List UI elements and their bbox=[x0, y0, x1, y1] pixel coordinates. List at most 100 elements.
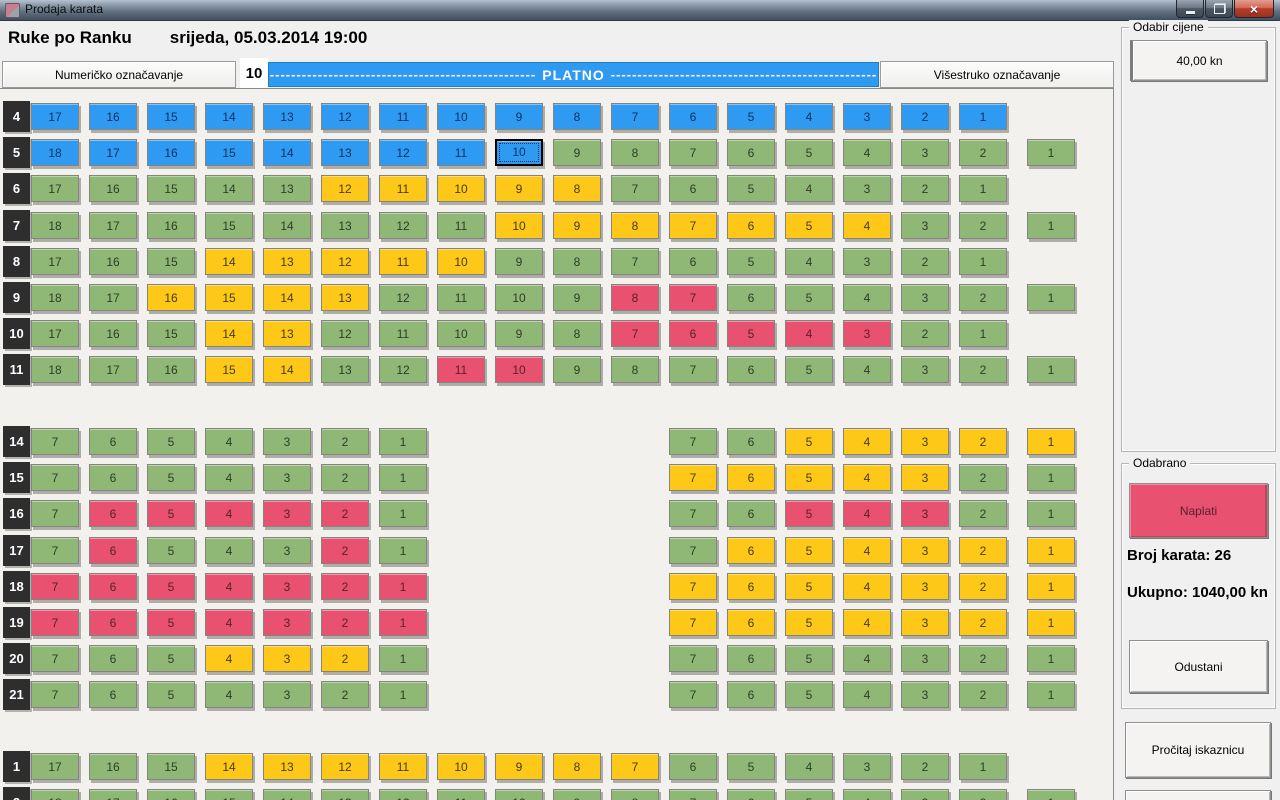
seat-9-10[interactable]: 10 bbox=[495, 284, 543, 311]
seat-1-10[interactable]: 10 bbox=[437, 753, 485, 780]
seat-17-4[interactable]: 4 bbox=[205, 537, 253, 564]
seat-9-14[interactable]: 14 bbox=[263, 284, 311, 311]
seat-14-6[interactable]: 6 bbox=[727, 428, 775, 455]
seat-8-16[interactable]: 16 bbox=[89, 248, 137, 275]
seat-15-4[interactable]: 4 bbox=[205, 464, 253, 491]
seat-7-5[interactable]: 5 bbox=[785, 212, 833, 239]
seat-11-13[interactable]: 13 bbox=[321, 356, 369, 383]
seat-10-11[interactable]: 11 bbox=[379, 320, 427, 347]
seat-7-6[interactable]: 6 bbox=[727, 212, 775, 239]
seat-11-3[interactable]: 3 bbox=[901, 356, 949, 383]
seat-15-3[interactable]: 3 bbox=[263, 464, 311, 491]
seat-6-9[interactable]: 9 bbox=[495, 175, 543, 202]
seat-2-8[interactable]: 8 bbox=[611, 789, 659, 800]
seat-8-8[interactable]: 8 bbox=[553, 248, 601, 275]
seat-9-5[interactable]: 5 bbox=[785, 284, 833, 311]
bottom-partial-button[interactable] bbox=[1125, 790, 1271, 800]
seat-4-17[interactable]: 17 bbox=[31, 103, 79, 130]
seat-8-2[interactable]: 2 bbox=[901, 248, 949, 275]
seat-16-7[interactable]: 7 bbox=[31, 500, 79, 527]
seat-18-1[interactable]: 1 bbox=[1027, 573, 1075, 600]
seat-8-4[interactable]: 4 bbox=[785, 248, 833, 275]
seat-11-1[interactable]: 1 bbox=[1027, 356, 1075, 383]
seat-18-2[interactable]: 2 bbox=[321, 573, 369, 600]
seat-11-14[interactable]: 14 bbox=[263, 356, 311, 383]
seat-1-9[interactable]: 9 bbox=[495, 753, 543, 780]
seat-9-1[interactable]: 1 bbox=[1027, 284, 1075, 311]
seat-18-2[interactable]: 2 bbox=[959, 573, 1007, 600]
seat-6-6[interactable]: 6 bbox=[669, 175, 717, 202]
seat-21-2[interactable]: 2 bbox=[959, 681, 1007, 708]
seat-4-13[interactable]: 13 bbox=[263, 103, 311, 130]
seat-19-7[interactable]: 7 bbox=[669, 609, 717, 636]
seat-10-9[interactable]: 9 bbox=[495, 320, 543, 347]
seat-17-5[interactable]: 5 bbox=[785, 537, 833, 564]
seat-9-7[interactable]: 7 bbox=[669, 284, 717, 311]
seat-17-5[interactable]: 5 bbox=[147, 537, 195, 564]
seat-16-2[interactable]: 2 bbox=[321, 500, 369, 527]
seat-21-5[interactable]: 5 bbox=[785, 681, 833, 708]
seat-20-1[interactable]: 1 bbox=[1027, 645, 1075, 672]
seat-9-17[interactable]: 17 bbox=[89, 284, 137, 311]
seat-15-2[interactable]: 2 bbox=[959, 464, 1007, 491]
seat-1-7[interactable]: 7 bbox=[611, 753, 659, 780]
seat-20-5[interactable]: 5 bbox=[147, 645, 195, 672]
seat-4-8[interactable]: 8 bbox=[553, 103, 601, 130]
seat-5-7[interactable]: 7 bbox=[669, 139, 717, 166]
seat-17-7[interactable]: 7 bbox=[31, 537, 79, 564]
seat-5-18[interactable]: 18 bbox=[31, 139, 79, 166]
seat-9-13[interactable]: 13 bbox=[321, 284, 369, 311]
seat-7-7[interactable]: 7 bbox=[669, 212, 717, 239]
seat-8-6[interactable]: 6 bbox=[669, 248, 717, 275]
seat-11-4[interactable]: 4 bbox=[843, 356, 891, 383]
seat-10-13[interactable]: 13 bbox=[263, 320, 311, 347]
seat-20-7[interactable]: 7 bbox=[31, 645, 79, 672]
seat-16-6[interactable]: 6 bbox=[89, 500, 137, 527]
seat-9-12[interactable]: 12 bbox=[379, 284, 427, 311]
seat-7-12[interactable]: 12 bbox=[379, 212, 427, 239]
numeric-marking-button[interactable]: Numeričko označavanje bbox=[2, 61, 236, 88]
seat-6-16[interactable]: 16 bbox=[89, 175, 137, 202]
seat-6-13[interactable]: 13 bbox=[263, 175, 311, 202]
seat-16-1[interactable]: 1 bbox=[1027, 500, 1075, 527]
seat-21-5[interactable]: 5 bbox=[147, 681, 195, 708]
seat-5-6[interactable]: 6 bbox=[727, 139, 775, 166]
seat-18-6[interactable]: 6 bbox=[727, 573, 775, 600]
seat-17-3[interactable]: 3 bbox=[901, 537, 949, 564]
seat-14-1[interactable]: 1 bbox=[379, 428, 427, 455]
seat-17-7[interactable]: 7 bbox=[669, 537, 717, 564]
seat-19-1[interactable]: 1 bbox=[379, 609, 427, 636]
pay-button[interactable]: Naplati bbox=[1129, 483, 1268, 538]
seat-7-11[interactable]: 11 bbox=[437, 212, 485, 239]
seat-9-18[interactable]: 18 bbox=[31, 284, 79, 311]
seat-18-6[interactable]: 6 bbox=[89, 573, 137, 600]
seat-4-11[interactable]: 11 bbox=[379, 103, 427, 130]
seat-19-6[interactable]: 6 bbox=[89, 609, 137, 636]
seat-21-2[interactable]: 2 bbox=[321, 681, 369, 708]
seat-6-14[interactable]: 14 bbox=[205, 175, 253, 202]
seat-1-3[interactable]: 3 bbox=[843, 753, 891, 780]
seat-21-4[interactable]: 4 bbox=[843, 681, 891, 708]
seat-4-7[interactable]: 7 bbox=[611, 103, 659, 130]
seat-4-9[interactable]: 9 bbox=[495, 103, 543, 130]
seat-9-15[interactable]: 15 bbox=[205, 284, 253, 311]
seat-6-12[interactable]: 12 bbox=[321, 175, 369, 202]
seat-8-11[interactable]: 11 bbox=[379, 248, 427, 275]
seat-16-4[interactable]: 4 bbox=[843, 500, 891, 527]
seat-15-1[interactable]: 1 bbox=[379, 464, 427, 491]
seat-7-18[interactable]: 18 bbox=[31, 212, 79, 239]
seat-10-14[interactable]: 14 bbox=[205, 320, 253, 347]
seat-2-1[interactable]: 1 bbox=[1027, 789, 1075, 800]
seat-7-1[interactable]: 1 bbox=[1027, 212, 1075, 239]
seat-11-6[interactable]: 6 bbox=[727, 356, 775, 383]
seat-20-5[interactable]: 5 bbox=[785, 645, 833, 672]
seat-19-1[interactable]: 1 bbox=[1027, 609, 1075, 636]
seat-5-13[interactable]: 13 bbox=[321, 139, 369, 166]
seat-18-5[interactable]: 5 bbox=[147, 573, 195, 600]
seat-10-3[interactable]: 3 bbox=[843, 320, 891, 347]
seat-5-14[interactable]: 14 bbox=[263, 139, 311, 166]
seat-11-15[interactable]: 15 bbox=[205, 356, 253, 383]
seat-19-2[interactable]: 2 bbox=[321, 609, 369, 636]
seat-17-6[interactable]: 6 bbox=[727, 537, 775, 564]
seat-14-2[interactable]: 2 bbox=[321, 428, 369, 455]
